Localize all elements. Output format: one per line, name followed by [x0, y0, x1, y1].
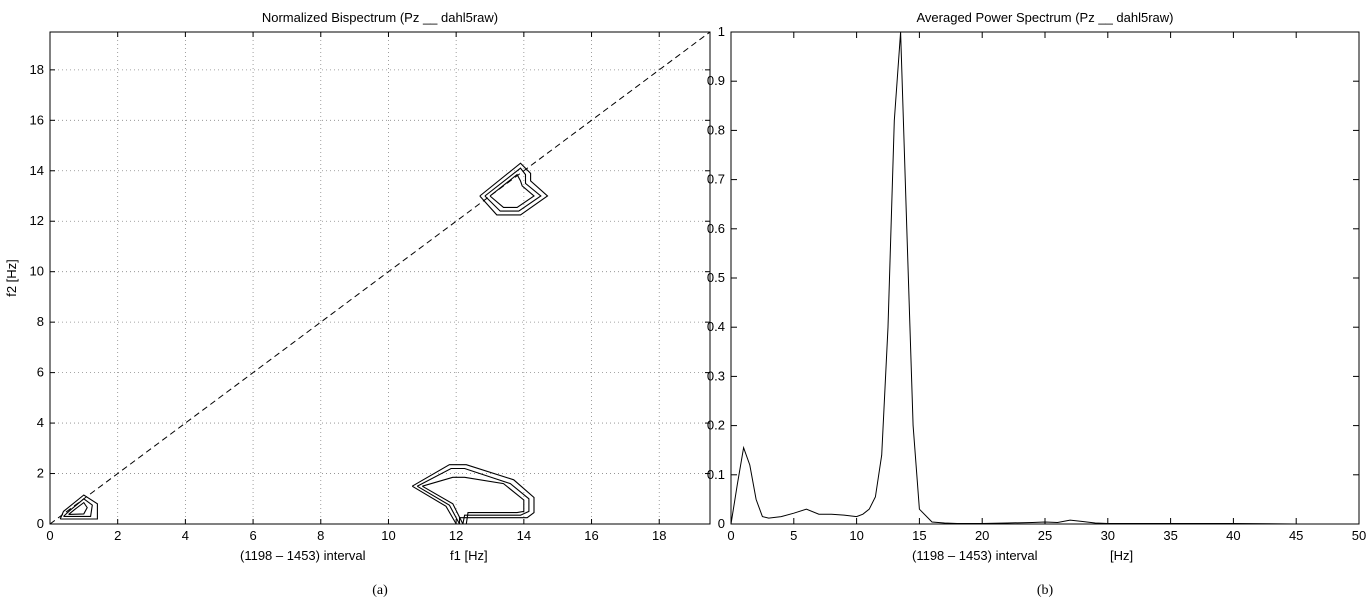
power-spectrum-axes-box	[730, 31, 1360, 525]
bispectrum-title: Normalized Bispectrum (Pz __ dahl5raw)	[262, 10, 498, 25]
power-spectrum-xtick-label: 10	[849, 528, 863, 543]
bispectrum-xtick-label: 0	[46, 528, 53, 543]
bispectrum-ytick-label: 14	[30, 163, 44, 178]
caption-a: (a)	[372, 583, 388, 598]
bispectrum-contours	[59, 162, 549, 525]
power-spectrum-ytick-label: 0.6	[707, 221, 725, 236]
bispectrum-xtick-label: 12	[449, 528, 463, 543]
bispectrum-interval-label: (1198 – 1453) interval	[240, 548, 366, 563]
power-spectrum-ytick-label: 0.8	[707, 122, 725, 137]
power-spectrum-panel: Averaged Power Spectrum (Pz __ dahl5raw)…	[707, 10, 1366, 598]
power-spectrum-ytick-label: 1	[718, 24, 725, 39]
bispectrum-contour-line	[484, 167, 542, 212]
power-spectrum-xtick-label: 15	[912, 528, 926, 543]
bispectrum-ytick-label: 12	[30, 213, 44, 228]
bispectrum-diagonal	[49, 31, 711, 525]
power-spectrum-ytick-label: 0	[718, 516, 725, 531]
bispectrum-contour-line	[489, 173, 535, 208]
bispectrum-contour-line	[479, 162, 549, 216]
power-spectrum-xtick-label: 40	[1226, 528, 1240, 543]
bispectrum-axes-box	[49, 31, 711, 525]
bispectrum-xtick-label: 4	[182, 528, 189, 543]
power-spectrum-ytick-label: 0.9	[707, 73, 725, 88]
power-spectrum-ytick-label: 0.1	[707, 467, 725, 482]
power-spectrum-xtick-label: 35	[1163, 528, 1177, 543]
bispectrum-xtick-label: 16	[584, 528, 598, 543]
bispectrum-contour-line	[411, 464, 535, 525]
power-spectrum-xtick-label: 0	[727, 528, 734, 543]
bispectrum-ytick-label: 8	[37, 314, 44, 329]
power-spectrum-ytick-label: 0.7	[707, 172, 725, 187]
bispectrum-ytick-label: 18	[30, 62, 44, 77]
power-spectrum-xtick-label: 45	[1289, 528, 1303, 543]
bispectrum-contour-line	[422, 476, 525, 525]
bispectrum-xtick-label: 18	[652, 528, 666, 543]
bispectrum-contour-line	[416, 467, 530, 525]
bispectrum-ytick-label: 4	[37, 415, 44, 430]
power-spectrum-ytick-label: 0.5	[707, 270, 725, 285]
power-spectrum-ytick-label: 0.3	[707, 368, 725, 383]
bispectrum-xlabel: f1 [Hz]	[450, 548, 488, 563]
power-spectrum-ytick-label: 0.4	[707, 319, 725, 334]
bispectrum-ytick-label: 6	[37, 365, 44, 380]
power-spectrum-xtick-label: 25	[1038, 528, 1052, 543]
bispectrum-contour-line	[59, 494, 98, 520]
power-spectrum-ytick-label: 0.2	[707, 418, 725, 433]
bispectrum-ytick-label: 0	[37, 516, 44, 531]
bispectrum-ticks: 0 2 4 6 8 10 12 14 16 18 0 2 4 6 8 10 12 14 16 18	[30, 32, 710, 543]
bispectrum-ytick-label: 16	[30, 112, 44, 127]
power-spectrum-line	[730, 31, 1359, 525]
bispectrum-xtick-label: 14	[517, 528, 531, 543]
bispectrum-panel: Normalized Bispectrum (Pz __ dahl5raw) 0…	[4, 10, 711, 598]
bispectrum-ytick-label: 10	[30, 264, 44, 279]
caption-b: (b)	[1037, 583, 1054, 598]
power-spectrum-xtick-label: 20	[975, 528, 989, 543]
power-spectrum-xtick-label: 30	[1101, 528, 1115, 543]
bispectrum-xtick-label: 6	[249, 528, 256, 543]
bispectrum-ytick-label: 2	[37, 466, 44, 481]
power-spectrum-ticks: 0 5 10 15 20 25 30 35 40 45 50 0 0.1 0.2 0.3 0.4 0.5 0.6 0…	[707, 24, 1366, 543]
bispectrum-ylabel: f2 [Hz]	[4, 259, 19, 297]
power-spectrum-interval-label: (1198 – 1453) interval	[912, 548, 1038, 563]
bispectrum-xtick-label: 10	[381, 528, 395, 543]
power-spectrum-xtick-label: 50	[1352, 528, 1366, 543]
bispectrum-contour-line	[63, 498, 93, 517]
bispectrum-xtick-label: 8	[317, 528, 324, 543]
bispectrum-xtick-label: 2	[114, 528, 121, 543]
power-spectrum-xlabel: [Hz]	[1110, 548, 1133, 563]
bispectrum-contour-line	[68, 501, 88, 515]
power-spectrum-xtick-label: 5	[790, 528, 797, 543]
power-spectrum-title: Averaged Power Spectrum (Pz __ dahl5raw)	[917, 10, 1174, 25]
